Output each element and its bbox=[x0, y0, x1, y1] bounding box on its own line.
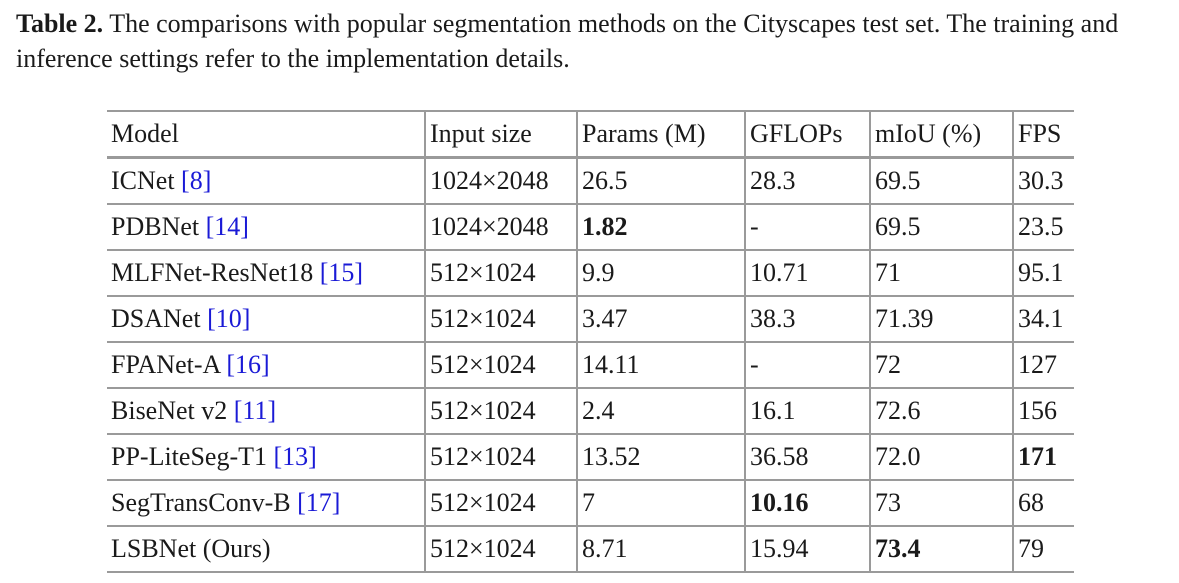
cell-fps: 156 bbox=[1012, 388, 1074, 435]
table-row: MLFNet-ResNet18 [15] 512×1024 9.9 10.71 71 95… bbox=[107, 250, 1074, 297]
table-header-row: Model Input size Params (M) GFLOPs mIoU … bbox=[107, 110, 1074, 159]
citation-link[interactable]: [16] bbox=[226, 350, 270, 379]
header-input-size: Input size bbox=[424, 110, 577, 159]
cell-fps: 34.1 bbox=[1012, 296, 1074, 343]
citation-link[interactable]: [11] bbox=[233, 396, 277, 425]
cell-miou: 71.39 bbox=[869, 296, 1013, 343]
cell-params: 3.47 bbox=[576, 296, 745, 343]
cell-gflops: 16.1 bbox=[744, 388, 870, 435]
cell-miou: 73.4 bbox=[869, 526, 1013, 573]
model-name: PDBNet bbox=[111, 212, 206, 241]
cell-fps: 23.5 bbox=[1012, 204, 1074, 251]
cell-gflops: 15.94 bbox=[744, 526, 870, 573]
cell-input-size: 512×1024 bbox=[424, 434, 577, 481]
model-name: PP-LiteSeg-T1 bbox=[111, 442, 274, 471]
cell-model: LSBNet (Ours) bbox=[107, 526, 425, 573]
header-miou: mIoU (%) bbox=[869, 110, 1013, 159]
cell-input-size: 512×1024 bbox=[424, 388, 577, 435]
cell-gflops: - bbox=[744, 342, 870, 389]
caption-label: Table 2. bbox=[16, 9, 104, 38]
cell-model: ICNet [8] bbox=[107, 157, 425, 205]
model-name: BiseNet v2 bbox=[111, 396, 234, 425]
cell-gflops: 28.3 bbox=[744, 157, 870, 205]
cell-fps: 127 bbox=[1012, 342, 1074, 389]
cell-miou: 72.0 bbox=[869, 434, 1013, 481]
cell-miou: 72.6 bbox=[869, 388, 1013, 435]
cell-miou: 73 bbox=[869, 480, 1013, 527]
table-row: DSANet [10] 512×1024 3.47 38.3 71.39 34.1 bbox=[107, 296, 1074, 343]
table-body: Model Input size Params (M) GFLOPs mIoU … bbox=[107, 110, 1074, 573]
cell-fps: 68 bbox=[1012, 480, 1074, 527]
cell-model: PP-LiteSeg-T1 [13] bbox=[107, 434, 425, 481]
model-name: LSBNet (Ours) bbox=[111, 534, 271, 563]
table-row: SegTransConv-B [17] 512×1024 7 10.16 73 68 bbox=[107, 480, 1074, 527]
cell-gflops: 38.3 bbox=[744, 296, 870, 343]
cell-params: 2.4 bbox=[576, 388, 745, 435]
header-gflops: GFLOPs bbox=[744, 110, 870, 159]
cell-model: MLFNet-ResNet18 [15] bbox=[107, 250, 425, 297]
model-name: FPANet-A bbox=[111, 350, 227, 379]
cell-miou: 71 bbox=[869, 250, 1013, 297]
comparison-table-wrapper: Model Input size Params (M) GFLOPs mIoU … bbox=[107, 110, 1074, 573]
citation-link[interactable]: [8] bbox=[181, 166, 212, 195]
cell-model: PDBNet [14] bbox=[107, 204, 425, 251]
citation-link[interactable]: [13] bbox=[273, 442, 317, 471]
cell-params: 9.9 bbox=[576, 250, 745, 297]
caption-text: The comparisons with popular segmentatio… bbox=[16, 9, 1119, 73]
cell-gflops: 10.71 bbox=[744, 250, 870, 297]
cell-model: BiseNet v2 [11] bbox=[107, 388, 425, 435]
cell-input-size: 512×1024 bbox=[424, 342, 577, 389]
cell-gflops: - bbox=[744, 204, 870, 251]
cell-fps: 79 bbox=[1012, 526, 1074, 573]
citation-link[interactable]: [14] bbox=[205, 212, 249, 241]
cell-miou: 69.5 bbox=[869, 204, 1013, 251]
model-name: MLFNet-ResNet18 bbox=[111, 258, 320, 287]
cell-gflops: 36.58 bbox=[744, 434, 870, 481]
table-row: PDBNet [14] 1024×2048 1.82-69.5 23.5 bbox=[107, 204, 1074, 251]
cell-input-size: 1024×2048 bbox=[424, 204, 577, 251]
cell-input-size: 1024×2048 bbox=[424, 157, 577, 205]
header-fps: FPS bbox=[1012, 110, 1074, 159]
cell-miou: 72 bbox=[869, 342, 1013, 389]
cell-params: 1.82 bbox=[576, 204, 745, 251]
cell-params: 13.52 bbox=[576, 434, 745, 481]
model-name: SegTransConv-B bbox=[111, 488, 298, 517]
cell-input-size: 512×1024 bbox=[424, 250, 577, 297]
cell-fps: 171 bbox=[1012, 434, 1074, 481]
cell-input-size: 512×1024 bbox=[424, 526, 577, 573]
cell-params: 7 bbox=[576, 480, 745, 527]
header-model: Model bbox=[107, 110, 425, 159]
cell-model: DSANet [10] bbox=[107, 296, 425, 343]
table-row: BiseNet v2 [11] 512×1024 2.4 16.1 72.6 156 bbox=[107, 388, 1074, 435]
cell-input-size: 512×1024 bbox=[424, 296, 577, 343]
cell-model: FPANet-A [16] bbox=[107, 342, 425, 389]
table-row: LSBNet (Ours) 512×1024 8.71 15.94 73.4 79 bbox=[107, 526, 1074, 573]
model-name: DSANet bbox=[111, 304, 208, 333]
comparison-table: Model Input size Params (M) GFLOPs mIoU … bbox=[107, 110, 1074, 573]
citation-link[interactable]: [15] bbox=[319, 258, 364, 287]
cell-miou: 69.5 bbox=[869, 157, 1013, 205]
cell-fps: 95.1 bbox=[1012, 250, 1074, 297]
cell-model: SegTransConv-B [17] bbox=[107, 480, 425, 527]
cell-params: 14.11 bbox=[576, 342, 745, 389]
table-row: PP-LiteSeg-T1 [13] 512×1024 13.52 36.58 72.0… bbox=[107, 434, 1074, 481]
table-row: FPANet-A [16] 512×1024 14.11-72 127 bbox=[107, 342, 1074, 389]
model-name: ICNet bbox=[111, 166, 182, 195]
citation-link[interactable]: [10] bbox=[207, 304, 251, 333]
cell-gflops: 10.16 bbox=[744, 480, 870, 527]
table-row: ICNet [8] 1024×2048 26.5 28.3 69.5 30.3 bbox=[107, 157, 1074, 205]
header-params: Params (M) bbox=[576, 110, 745, 159]
cell-input-size: 512×1024 bbox=[424, 480, 577, 527]
cell-params: 26.5 bbox=[576, 157, 745, 205]
cell-fps: 30.3 bbox=[1012, 157, 1074, 205]
cell-params: 8.71 bbox=[576, 526, 745, 573]
table-caption: Table 2. The comparisons with popular se… bbox=[16, 6, 1172, 76]
citation-link[interactable]: [17] bbox=[297, 488, 341, 517]
